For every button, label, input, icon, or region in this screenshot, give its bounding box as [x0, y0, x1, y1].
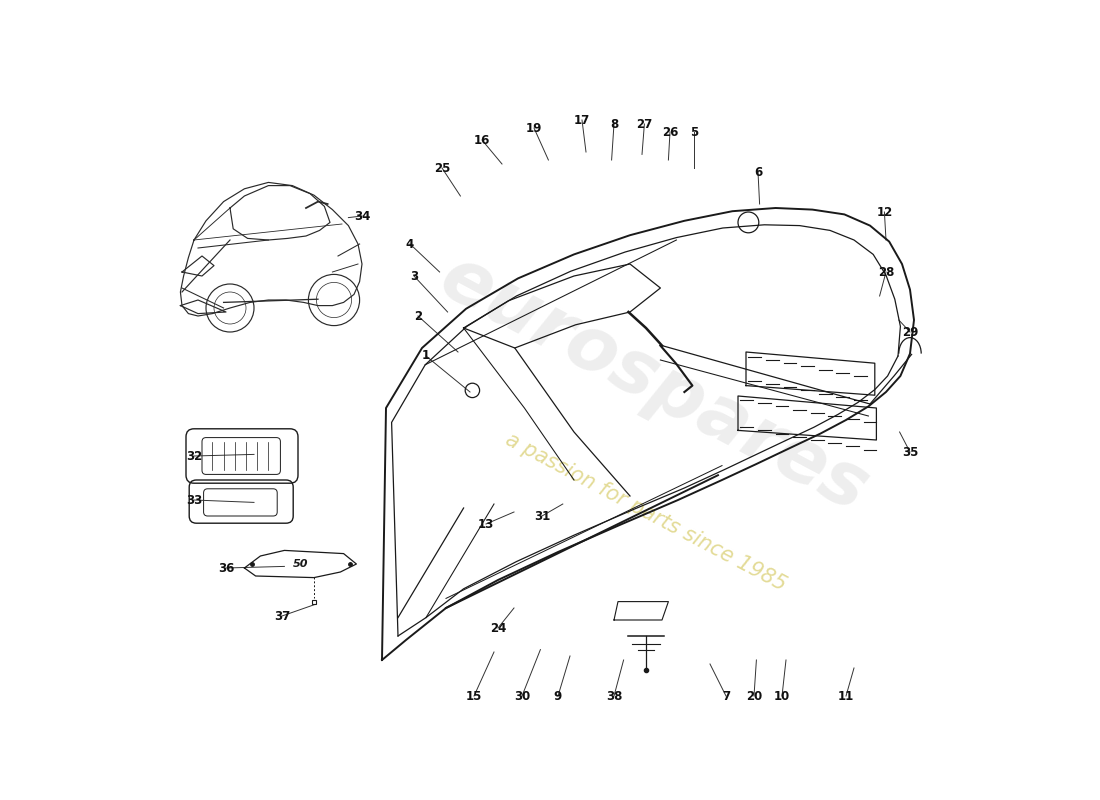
Text: 30: 30	[514, 690, 530, 702]
Text: 29: 29	[902, 326, 918, 338]
Text: 36: 36	[218, 562, 234, 574]
Text: 1: 1	[422, 350, 430, 362]
Text: 12: 12	[877, 206, 892, 218]
Text: 6: 6	[754, 166, 762, 178]
Text: 27: 27	[636, 118, 652, 130]
Text: 26: 26	[662, 126, 679, 138]
Text: 9: 9	[554, 690, 562, 702]
Text: 34: 34	[354, 210, 371, 222]
Text: 3: 3	[410, 270, 418, 282]
Text: 50: 50	[293, 559, 308, 569]
Text: 28: 28	[878, 266, 894, 278]
Text: eurospares: eurospares	[428, 241, 880, 527]
Text: 31: 31	[534, 510, 550, 522]
Text: 11: 11	[838, 690, 854, 702]
Text: 5: 5	[690, 126, 698, 138]
Text: a passion for parts since 1985: a passion for parts since 1985	[503, 430, 790, 594]
Text: 16: 16	[474, 134, 491, 146]
Text: 24: 24	[490, 622, 506, 634]
Text: 37: 37	[274, 610, 290, 622]
Text: 17: 17	[574, 114, 590, 126]
Text: 19: 19	[526, 122, 542, 134]
Text: 33: 33	[186, 494, 202, 506]
Text: 25: 25	[433, 162, 450, 174]
Text: 4: 4	[406, 238, 414, 250]
Text: 35: 35	[902, 446, 918, 458]
Text: 13: 13	[477, 518, 494, 530]
Text: 20: 20	[746, 690, 762, 702]
Text: 7: 7	[722, 690, 730, 702]
Text: 32: 32	[186, 450, 202, 462]
Text: 2: 2	[414, 310, 422, 322]
Text: 8: 8	[609, 118, 618, 130]
Text: 38: 38	[606, 690, 623, 702]
Text: 15: 15	[465, 690, 482, 702]
Text: 10: 10	[774, 690, 790, 702]
